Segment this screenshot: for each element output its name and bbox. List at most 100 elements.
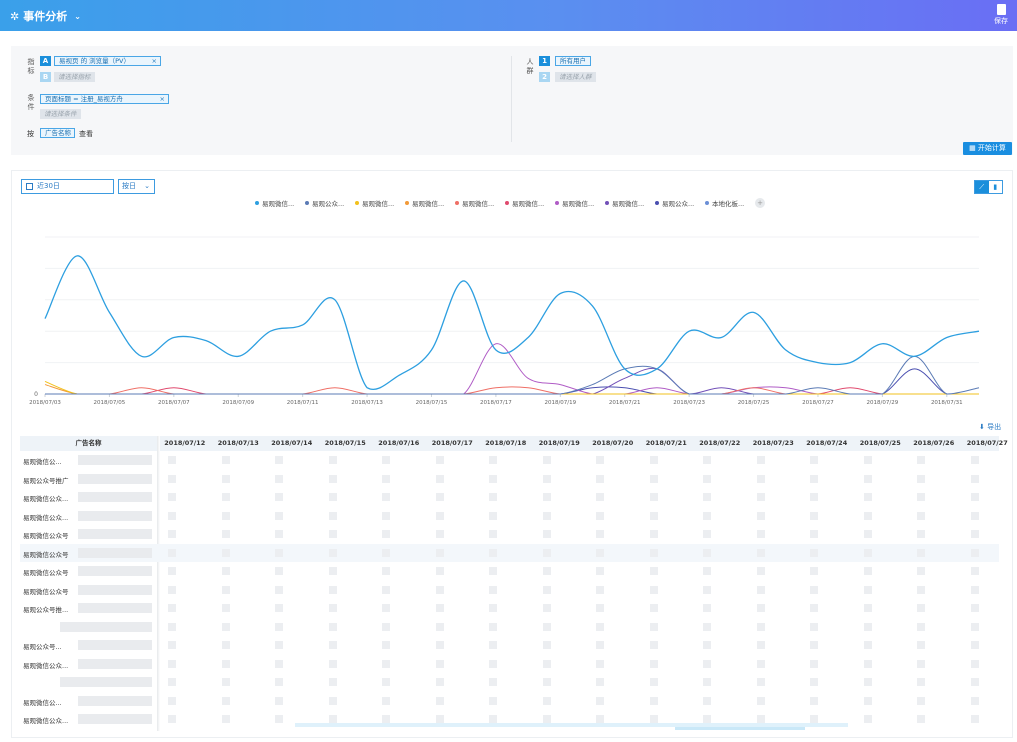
table-row[interactable]: 易观微信公众...	[20, 655, 999, 673]
group-view-link[interactable]: 查看	[79, 130, 93, 138]
start-calculation-label: 开始计算	[977, 144, 1006, 152]
save-button[interactable]: 保存	[993, 4, 1009, 26]
redacted-value-cell	[489, 474, 497, 483]
redacted-value-cell	[649, 696, 658, 705]
redacted-value-cell	[863, 548, 872, 557]
redacted-value-cell	[489, 659, 497, 668]
series-line	[45, 386, 979, 395]
people-placeholder[interactable]: 请选择人群	[555, 72, 596, 82]
redacted-value-cell	[275, 641, 283, 649]
legend-item[interactable]: 本地化板...	[705, 198, 755, 208]
people-number-2[interactable]: 2	[539, 72, 550, 82]
redacted-value-cell	[703, 474, 711, 483]
bar-chart-icon[interactable]: ▮	[988, 181, 1002, 193]
granularity-label: 按日	[122, 182, 136, 190]
redacted-value-cell	[863, 604, 872, 612]
analysis-title-dropdown[interactable]: ✲ 事件分析 ⌄	[10, 8, 81, 24]
start-calculation-button[interactable]: ▦ 开始计算	[963, 142, 1012, 155]
legend-item[interactable]: 易观微信...	[605, 198, 655, 208]
table-row[interactable]: 易观微信公众号	[20, 581, 999, 599]
column-header-date[interactable]: 2018/07/18	[485, 439, 527, 447]
column-header-date[interactable]: 2018/07/16	[378, 439, 420, 447]
legend-more-icon[interactable]: +	[755, 198, 765, 208]
redacted-block	[78, 473, 152, 484]
metric-chip[interactable]: 易视页 的 浏览量（PV） ×	[54, 56, 161, 66]
redacted-value-cell	[917, 511, 925, 520]
condition-chip[interactable]: 页面标题 = 注册_易视方舟 ×	[40, 94, 169, 104]
table-row[interactable]: 易观公众号推广	[20, 470, 999, 488]
column-header-date[interactable]: 2018/07/21	[645, 439, 687, 447]
redacted-value-cell	[863, 659, 872, 668]
close-icon[interactable]: ×	[151, 57, 157, 65]
legend-item[interactable]: 易观微信...	[255, 198, 305, 208]
table-row[interactable]	[20, 673, 999, 691]
column-header-date[interactable]: 2018/07/22	[699, 439, 741, 447]
table-row[interactable]	[20, 618, 999, 636]
legend-item[interactable]: 易观微信...	[555, 198, 605, 208]
horizontal-scrollbar-thumb[interactable]	[675, 727, 805, 730]
metric-letter-a[interactable]: A	[40, 56, 51, 66]
column-header-date[interactable]: 2018/07/14	[271, 439, 313, 447]
table-row[interactable]: 易观微信公...	[20, 451, 999, 469]
line-chart-icon[interactable]: ⟋	[975, 181, 989, 193]
legend-item[interactable]: 易观公众...	[305, 198, 355, 208]
table-row[interactable]: 易观微信公众号	[20, 562, 999, 580]
table-row[interactable]: 易观微信公众...	[20, 507, 999, 525]
group-chip[interactable]: 广告名称	[40, 128, 75, 138]
column-header-date[interactable]: 2018/07/17	[431, 439, 473, 447]
redacted-value-cell	[435, 585, 444, 594]
redacted-value-cell	[328, 567, 337, 575]
column-header-date[interactable]: 2018/07/19	[538, 439, 580, 447]
redacted-value-cell	[489, 585, 497, 594]
redacted-value-cell	[863, 493, 872, 501]
metric-letter-b[interactable]: B	[40, 72, 51, 82]
redacted-value-cell	[703, 715, 711, 723]
metric-label: 指标	[27, 58, 35, 75]
column-header-date[interactable]: 2018/07/26	[913, 439, 955, 447]
column-header-ad-name[interactable]: 广告名称	[75, 439, 102, 447]
granularity-select[interactable]: 按日 ⌄	[118, 179, 155, 194]
redacted-value-cell	[435, 678, 444, 686]
column-header-date[interactable]: 2018/07/12	[164, 439, 206, 447]
condition-label: 条件	[27, 94, 35, 111]
table-row[interactable]: 易观微信公众号	[20, 543, 999, 562]
column-header-date[interactable]: 2018/07/20	[592, 439, 634, 447]
column-header-date[interactable]: 2018/07/27	[966, 439, 1008, 447]
column-header-date[interactable]: 2018/07/13	[217, 439, 259, 447]
horizontal-scrollbar[interactable]	[295, 723, 848, 727]
table-row[interactable]: 易观微信公众...	[20, 488, 999, 506]
date-range-label: 近30日	[37, 182, 60, 190]
legend-item[interactable]: 易观微信...	[455, 198, 505, 208]
table-row[interactable]: 易观公众号...	[20, 636, 999, 654]
redacted-value-cell	[489, 456, 497, 464]
date-range-button[interactable]: 近30日	[21, 179, 114, 194]
export-button[interactable]: ⬇ 导出	[979, 422, 1001, 432]
metric-placeholder[interactable]: 请选择指标	[54, 72, 95, 82]
close-icon[interactable]: ×	[159, 95, 165, 103]
column-header-date[interactable]: 2018/07/24	[806, 439, 848, 447]
table-row[interactable]: 易观微信公众号	[20, 525, 999, 543]
redacted-value-cell	[435, 622, 444, 631]
ad-name-cell: 易观微信公众号	[23, 569, 69, 577]
table-row[interactable]: 易观微信公众...	[20, 710, 999, 728]
table-row[interactable]: 易观微信公...	[20, 692, 999, 710]
column-header-date[interactable]: 2018/07/15	[324, 439, 366, 447]
legend-item[interactable]: 易观微信...	[505, 198, 555, 208]
legend-item[interactable]: 易观微信...	[405, 198, 455, 208]
people-chip[interactable]: 所有用户	[555, 56, 591, 66]
legend-item[interactable]: 易观微信...	[355, 198, 405, 208]
table-row[interactable]: 易观公众号推...	[20, 599, 999, 617]
legend-label: 易观微信...	[562, 200, 595, 208]
redacted-value-cell	[382, 567, 390, 575]
redacted-value-cell	[435, 715, 444, 723]
redacted-value-cell	[435, 474, 444, 483]
people-number-1[interactable]: 1	[539, 56, 550, 66]
legend-item[interactable]: 易观公众...	[655, 198, 705, 208]
redacted-value-cell	[489, 678, 497, 686]
column-header-date[interactable]: 2018/07/23	[752, 439, 794, 447]
redacted-value-cell	[435, 493, 444, 501]
column-header-date[interactable]: 2018/07/25	[859, 439, 901, 447]
redacted-value-cell	[328, 530, 337, 538]
condition-placeholder[interactable]: 请选择条件	[40, 109, 81, 119]
redacted-value-cell	[382, 474, 390, 483]
